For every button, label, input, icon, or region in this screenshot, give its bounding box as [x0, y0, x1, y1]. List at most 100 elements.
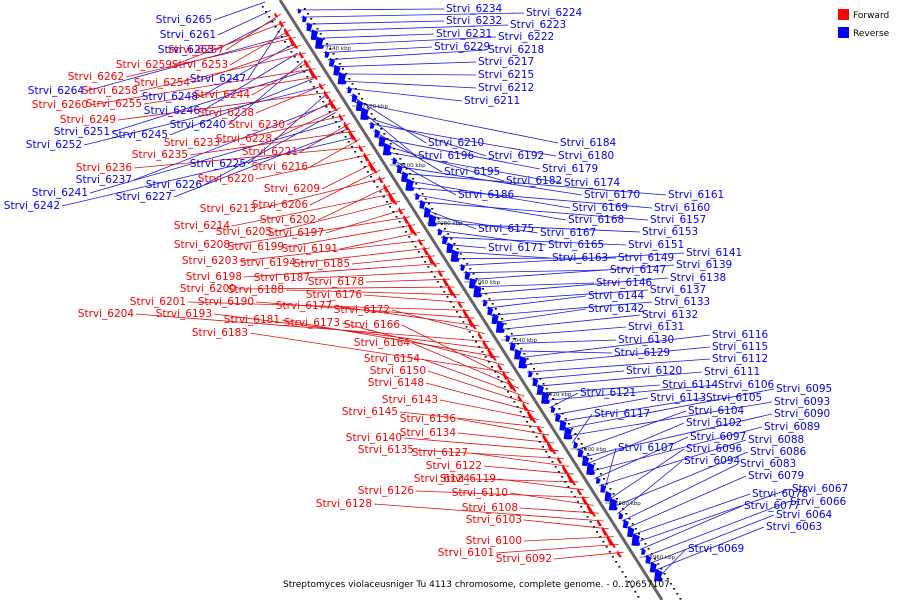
gene-label[interactable]: Strvi_6196 — [418, 150, 475, 162]
gene-label[interactable]: Strvi_6173 — [284, 317, 340, 329]
gene-label[interactable]: Strvi_6237 — [76, 174, 132, 186]
gene-label[interactable]: Strvi_6253 — [172, 59, 228, 71]
gene-label[interactable]: Strvi_6141 — [686, 247, 742, 259]
gene-label[interactable]: Strvi_6131 — [628, 321, 684, 333]
gene-label[interactable]: Strvi_6150 — [370, 365, 426, 377]
gene-label[interactable]: Strvi_6132 — [642, 309, 698, 321]
gene-label[interactable]: Strvi_6083 — [740, 458, 796, 470]
gene-label[interactable]: Strvi_6133 — [654, 296, 710, 308]
gene-label[interactable]: Strvi_6244 — [194, 89, 251, 101]
gene-label[interactable]: Strvi_6214 — [174, 220, 231, 232]
gene-label[interactable]: Strvi_6233 — [164, 137, 220, 149]
gene-label[interactable]: Strvi_6095 — [776, 383, 832, 395]
gene-label[interactable]: Strvi_6151 — [628, 239, 684, 251]
gene-label[interactable]: Strvi_6224 — [526, 7, 583, 19]
gene-label[interactable]: Strvi_6166 — [344, 319, 401, 331]
gene-label[interactable]: Strvi_6101 — [438, 547, 494, 559]
gene-label[interactable]: Strvi_6225 — [190, 158, 246, 170]
gene-label[interactable]: Strvi_6218 — [488, 44, 544, 56]
gene-label[interactable]: Strvi_6206 — [252, 199, 309, 211]
gene-label[interactable]: Strvi_6202 — [260, 214, 316, 226]
gene-label[interactable]: Strvi_6145 — [342, 406, 398, 418]
gene-label[interactable]: Strvi_6210 — [428, 137, 484, 149]
gene-label[interactable]: Strvi_6209 — [264, 183, 320, 195]
gene-label[interactable]: Strvi_6194 — [240, 257, 297, 269]
gene-label[interactable]: Strvi_6144 — [588, 290, 645, 302]
gene-label[interactable]: Strvi_6165 — [548, 239, 604, 251]
gene-label[interactable]: Strvi_6167 — [540, 227, 596, 239]
gene-label[interactable]: Strvi_6193 — [156, 308, 212, 320]
gene-label[interactable]: Strvi_6149 — [618, 252, 674, 264]
gene-label[interactable]: Strvi_6116 — [712, 329, 769, 341]
gene-label[interactable]: Strvi_6063 — [766, 521, 822, 533]
gene-label[interactable]: Strvi_6222 — [498, 31, 554, 43]
gene-label[interactable]: Strvi_6235 — [132, 149, 188, 161]
gene-label[interactable]: Strvi_6234 — [446, 3, 503, 15]
gene-label[interactable]: Strvi_6160 — [654, 202, 710, 214]
gene-label[interactable]: Strvi_6241 — [32, 187, 88, 199]
gene-label[interactable]: Strvi_6077 — [744, 500, 800, 512]
gene-label[interactable]: Strvi_6178 — [308, 276, 364, 288]
gene-label[interactable]: Strvi_6148 — [368, 377, 424, 389]
gene-label[interactable]: Strvi_6232 — [446, 15, 502, 27]
gene-label[interactable]: Strvi_6187 — [254, 272, 310, 284]
gene-label[interactable]: Strvi_6186 — [458, 189, 515, 201]
gene-label[interactable]: Strvi_6264 — [28, 85, 85, 97]
gene-label[interactable]: Strvi_6226 — [146, 179, 203, 191]
gene-label[interactable]: Strvi_6238 — [198, 107, 254, 119]
gene-label[interactable]: Strvi_6112 — [712, 353, 768, 365]
gene-label[interactable]: Strvi_6220 — [198, 173, 254, 185]
gene-label[interactable]: Strvi_6104 — [688, 405, 745, 417]
gene-label[interactable]: Strvi_6192 — [488, 150, 544, 162]
gene-label[interactable]: Strvi_6139 — [676, 259, 732, 271]
gene-label[interactable]: Strvi_6105 — [706, 392, 762, 404]
gene-label[interactable]: Strvi_6213 — [200, 203, 256, 215]
gene-label[interactable]: Strvi_6177 — [276, 300, 332, 312]
gene-label[interactable]: Strvi_6230 — [229, 119, 285, 131]
gene-label[interactable]: Strvi_6240 — [170, 119, 226, 131]
gene-label[interactable]: Strvi_6199 — [228, 241, 284, 253]
gene-label[interactable]: Strvi_6117 — [594, 408, 650, 420]
gene-label[interactable]: Strvi_6130 — [618, 334, 674, 346]
gene-label[interactable]: Strvi_6179 — [542, 163, 598, 175]
gene-label[interactable]: Strvi_6122 — [426, 460, 482, 472]
gene-label[interactable]: Strvi_6190 — [198, 296, 254, 308]
gene-label[interactable]: Strvi_6211 — [464, 95, 520, 107]
gene-label[interactable]: Strvi_6086 — [750, 446, 807, 458]
gene-label[interactable]: Strvi_6265 — [156, 14, 212, 26]
gene-label[interactable]: Strvi_6066 — [790, 496, 847, 508]
gene-label[interactable]: Strvi_6170 — [584, 189, 640, 201]
gene-label[interactable]: Strvi_6107 — [618, 442, 674, 454]
gene-label[interactable]: Strvi_6217 — [478, 56, 534, 68]
gene-label[interactable]: Strvi_6097 — [690, 431, 746, 443]
gene-label[interactable]: Strvi_6223 — [510, 19, 566, 31]
gene-label[interactable]: Strvi_6103 — [466, 514, 522, 526]
gene-label[interactable]: Strvi_6205 — [216, 226, 272, 238]
gene-label[interactable]: Strvi_6181 — [224, 314, 280, 326]
gene-label[interactable]: Strvi_6067 — [792, 483, 848, 495]
gene-label[interactable]: Strvi_6251 — [54, 126, 110, 138]
gene-label[interactable]: Strvi_6111 — [704, 366, 760, 378]
gene-label[interactable]: Strvi_6175 — [478, 223, 534, 235]
gene-label[interactable]: Strvi_6096 — [686, 443, 743, 455]
gene-label[interactable]: Strvi_6203 — [182, 255, 238, 267]
gene-label[interactable]: Strvi_6171 — [488, 242, 544, 254]
gene-label[interactable]: Strvi_6245 — [112, 129, 168, 141]
gene-label[interactable]: Strvi_6142 — [588, 303, 644, 315]
gene-label[interactable]: Strvi_6236 — [76, 162, 133, 174]
gene-label[interactable]: Strvi_6121 — [580, 387, 636, 399]
gene-label[interactable]: Strvi_6231 — [436, 28, 492, 40]
gene-label[interactable]: Strvi_6182 — [506, 175, 562, 187]
gene-label[interactable]: Strvi_6138 — [670, 272, 726, 284]
gene-label[interactable]: Strvi_6079 — [748, 470, 804, 482]
gene-label[interactable]: Strvi_6227 — [116, 191, 172, 203]
gene-label[interactable]: Strvi_6247 — [190, 73, 246, 85]
gene-label[interactable]: Strvi_6246 — [144, 105, 201, 117]
gene-label[interactable]: Strvi_6216 — [252, 161, 309, 173]
gene-label[interactable]: Strvi_6200 — [180, 283, 236, 295]
gene-label[interactable]: Strvi_6153 — [642, 226, 698, 238]
gene-label[interactable]: Strvi_6191 — [282, 243, 338, 255]
gene-label[interactable]: Strvi_6147 — [610, 264, 666, 276]
gene-label[interactable]: Strvi_6183 — [192, 327, 248, 339]
